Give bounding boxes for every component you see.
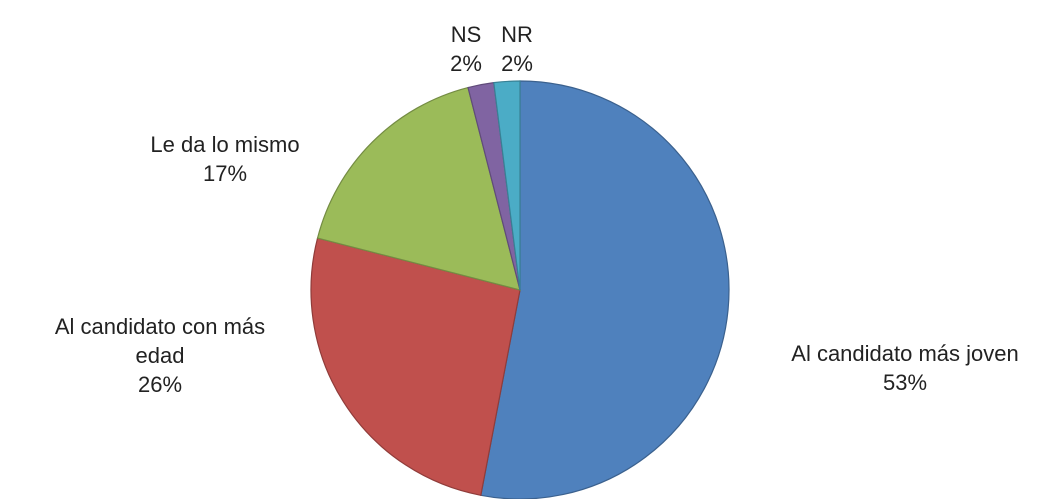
percent-label: 2% bbox=[450, 51, 482, 76]
percent-label: 2% bbox=[501, 51, 533, 76]
category-name: NS bbox=[450, 22, 482, 47]
category-name: Al candidato con más edad bbox=[54, 314, 266, 368]
pie-slice bbox=[316, 86, 521, 291]
category-name: NR bbox=[501, 22, 533, 47]
slice-label: NR 2% bbox=[501, 20, 533, 78]
pie-slice bbox=[480, 80, 730, 499]
pie-slice bbox=[310, 237, 521, 497]
percent-label: 26% bbox=[137, 372, 183, 397]
slice-label: Al candidato más joven 53% bbox=[791, 339, 1018, 397]
slice-label: NS 2% bbox=[450, 20, 482, 78]
slice-label: Le da lo mismo 17% bbox=[150, 130, 299, 188]
pie-slice bbox=[493, 80, 521, 291]
slice-label: Al candidato con más edad 26% bbox=[40, 312, 280, 399]
percent-label: 53% bbox=[882, 370, 928, 395]
category-name: Le da lo mismo bbox=[150, 132, 300, 157]
category-name: Al candidato más joven bbox=[791, 341, 1019, 366]
percent-label: 17% bbox=[202, 161, 248, 186]
